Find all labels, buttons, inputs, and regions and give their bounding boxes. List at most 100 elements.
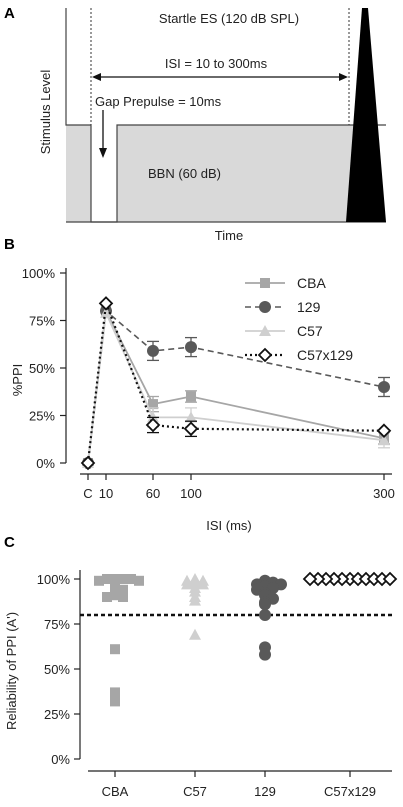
points-c57 xyxy=(181,573,209,640)
data-point xyxy=(183,421,199,437)
series-line xyxy=(86,303,385,464)
legend-label: C57 xyxy=(297,323,323,339)
isi-arrow-head-right xyxy=(339,73,348,81)
panel-label-b: B xyxy=(4,236,15,253)
series-line xyxy=(87,309,385,464)
scatter-point xyxy=(302,571,318,587)
data-point xyxy=(376,423,392,438)
y-axis-title-a: Stimulus Level xyxy=(38,70,53,155)
scatter-point xyxy=(102,574,112,584)
series-129 xyxy=(82,305,390,469)
points-c57x129 xyxy=(302,571,398,587)
bbn-label: BBN (60 dB) xyxy=(148,166,221,181)
data-point xyxy=(98,296,114,311)
scatter-point xyxy=(189,628,201,640)
scatter-point xyxy=(118,584,128,595)
startle-pulse xyxy=(346,8,386,222)
legend-marker xyxy=(260,278,270,288)
y-tick-label-b: 0% xyxy=(36,456,55,471)
y-tick-label-c: 100% xyxy=(37,572,71,587)
series-line xyxy=(87,307,385,464)
scatter-point xyxy=(110,696,120,707)
y-tick-label-b: 50% xyxy=(29,361,55,376)
data-point xyxy=(145,417,161,433)
panel-b-series xyxy=(80,296,392,471)
scatter-point xyxy=(118,592,128,602)
y-tick-label-b: 75% xyxy=(29,314,55,329)
scatter-point xyxy=(102,592,112,602)
y-tick-label-c: 75% xyxy=(44,617,70,632)
x-tick-label-b: 10 xyxy=(99,486,113,501)
data-point xyxy=(80,455,96,471)
data-point xyxy=(148,399,158,410)
panel-c-points xyxy=(94,571,398,707)
y-tick-label-b: 25% xyxy=(29,409,55,424)
data-point xyxy=(185,341,197,354)
data-point xyxy=(378,381,390,393)
panel-b-ticks: 0% 25% 50% 75% 100% C 10 60 100 300 xyxy=(22,266,395,501)
x-axis-title-a: Time xyxy=(215,228,243,243)
x-tick-label-c: C57 xyxy=(183,784,207,799)
y-tick-label-b: 100% xyxy=(22,266,56,281)
panel-b-legend: CBA 129 C57 C57x129 xyxy=(245,275,353,363)
scatter-point xyxy=(110,644,120,655)
series-line xyxy=(87,309,385,464)
scatter-point xyxy=(134,575,144,586)
y-axis-title-b: %PPI xyxy=(10,364,25,397)
x-tick-label-b: 60 xyxy=(146,486,160,501)
legend-marker xyxy=(259,325,271,336)
x-tick-label-b: C xyxy=(83,486,92,501)
x-tick-label-c: 129 xyxy=(254,784,276,799)
x-tick-label-b: 100 xyxy=(180,486,202,501)
data-point xyxy=(147,344,159,357)
panel-label-c: C xyxy=(4,534,15,551)
panel-a-diagram: Startle ES (120 dB SPL) ISI = 10 to 300m… xyxy=(38,8,386,243)
gap-arrow-head xyxy=(99,148,107,158)
data-point xyxy=(186,391,196,402)
isi-label: ISI = 10 to 300ms xyxy=(165,56,268,71)
y-tick-label-c: 0% xyxy=(51,752,70,767)
x-tick-label-c: CBA xyxy=(102,784,129,799)
x-tick-label-c: C57x129 xyxy=(324,784,376,799)
panel-b-chart: 0% 25% 50% 75% 100% C 10 60 100 300 CBA 129 C57 C57x… xyxy=(10,266,395,533)
series-c57 xyxy=(82,306,390,468)
scatter-point xyxy=(126,574,136,584)
y-tick-label-c: 50% xyxy=(44,662,70,677)
scatter-point xyxy=(197,578,209,590)
panel-c-chart: 0% 25% 50% 75% 100% CBA C57 129 C57x129 Reliabil… xyxy=(4,570,398,799)
legend-label: 129 xyxy=(297,299,321,315)
isi-arrow-head-left xyxy=(92,73,101,81)
y-axis-title-c: Reliability of PPI (A') xyxy=(4,612,19,730)
scatter-point xyxy=(259,598,271,611)
scatter-point xyxy=(259,648,271,661)
scatter-point xyxy=(382,571,398,587)
y-tick-label-c: 25% xyxy=(44,707,70,722)
gap-prepulse-label: Gap Prepulse = 10ms xyxy=(95,94,222,109)
legend-label: C57x129 xyxy=(297,347,353,363)
x-tick-label-b: 300 xyxy=(373,486,395,501)
panel-label-a: A xyxy=(4,5,15,22)
scatter-point xyxy=(189,594,201,606)
data-point xyxy=(378,434,390,446)
series-c57x129 xyxy=(80,296,392,471)
bbn-block-left xyxy=(66,125,91,222)
scatter-point xyxy=(94,575,104,586)
scatter-point xyxy=(181,578,193,590)
scatter-point xyxy=(110,581,120,592)
bbn-block-right xyxy=(117,125,357,222)
scatter-point xyxy=(118,574,128,584)
scatter-point xyxy=(110,590,120,601)
x-axis-title-b: ISI (ms) xyxy=(206,518,252,533)
legend-label: CBA xyxy=(297,275,326,291)
scatter-point xyxy=(110,687,120,698)
panel-c-ticks: 0% 25% 50% 75% 100% CBA C57 129 C57x129 xyxy=(37,572,376,799)
panel-c-axes xyxy=(74,570,392,777)
data-point xyxy=(185,411,197,423)
points-cba xyxy=(94,574,144,707)
legend-marker xyxy=(259,301,271,313)
startle-label: Startle ES (120 dB SPL) xyxy=(159,11,299,26)
panel-b-axes xyxy=(60,268,392,480)
legend-marker xyxy=(257,347,273,363)
scatter-point xyxy=(259,609,271,621)
